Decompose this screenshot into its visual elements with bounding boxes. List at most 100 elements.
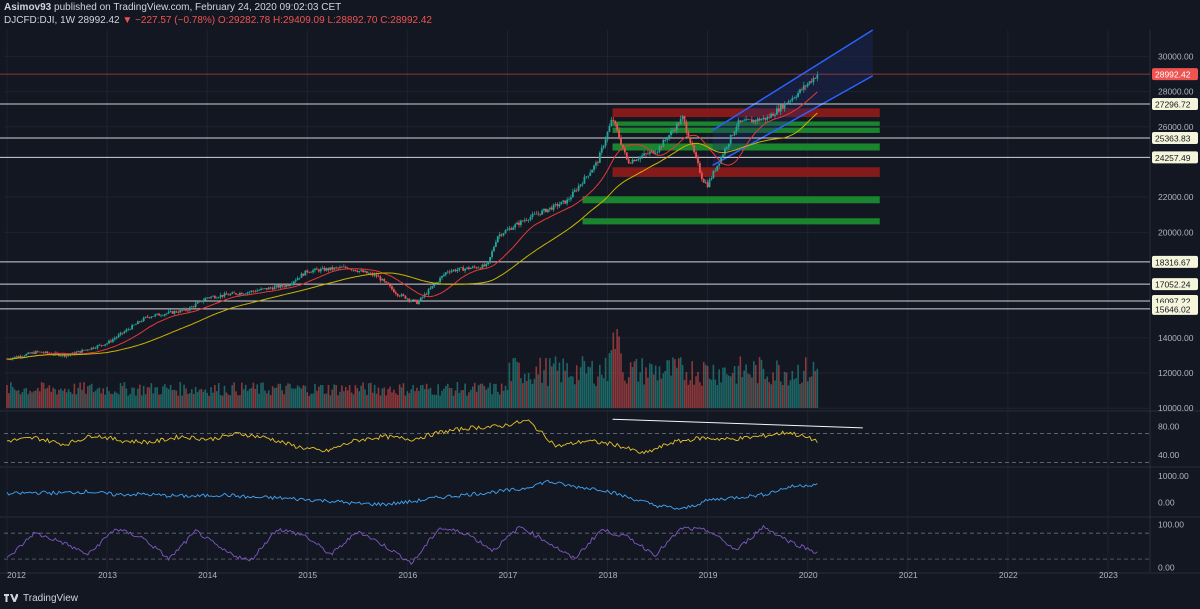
price-tick-label: 20000.00	[1158, 227, 1194, 237]
candle-body	[150, 316, 153, 318]
candle-body	[117, 334, 120, 338]
volume-bar	[115, 392, 118, 408]
tradingview-footer[interactable]: TradingView	[4, 590, 78, 606]
volume-bar	[522, 383, 524, 408]
volume-bar	[656, 380, 659, 408]
candle-body	[570, 197, 572, 200]
author-name[interactable]: Asimov93	[4, 2, 52, 13]
volume-bar	[410, 389, 413, 408]
volume-bar	[525, 381, 528, 408]
candle-body	[560, 201, 563, 205]
volume-bar	[344, 387, 347, 408]
volume-bar	[714, 379, 717, 408]
candle-body	[498, 234, 501, 237]
candle-body	[625, 152, 628, 160]
candle-body	[329, 267, 332, 271]
candle-body	[716, 165, 719, 171]
volume-bar	[146, 387, 149, 408]
candle-body	[404, 295, 407, 299]
volume-bar	[71, 393, 74, 408]
volume-bar	[683, 380, 686, 408]
rsi-line	[6, 419, 818, 455]
volume-bar	[801, 382, 803, 408]
candle-body	[75, 352, 78, 355]
candle-body	[385, 281, 388, 283]
candle-body	[689, 138, 692, 144]
volume-bar	[377, 387, 380, 408]
candle-body	[725, 147, 728, 149]
volume-bar	[562, 358, 565, 408]
candle-body	[410, 300, 413, 302]
candle-body	[204, 298, 207, 301]
candle-body	[756, 118, 759, 122]
volume-bar	[787, 385, 790, 408]
volume-bar	[239, 395, 241, 408]
price-label: 27296.72	[1155, 99, 1191, 109]
volume-bar	[718, 369, 720, 408]
volume-bar	[393, 389, 395, 408]
candle-body	[612, 119, 615, 121]
candle-body	[637, 159, 640, 160]
volume-bar	[15, 390, 18, 408]
candle-body	[110, 340, 112, 342]
volume-bar	[791, 371, 794, 408]
candle-body	[254, 291, 257, 292]
volume-bar	[468, 392, 470, 408]
candle-body	[795, 96, 798, 98]
candle-body	[543, 208, 545, 211]
volume-bar	[242, 389, 245, 408]
volume-bar	[523, 373, 526, 408]
volume-bar	[44, 388, 47, 408]
volume-bar	[296, 385, 299, 408]
candle-body	[456, 269, 459, 272]
volume-bar	[142, 385, 145, 408]
volume-bar	[689, 380, 692, 408]
volume-bar	[575, 365, 578, 408]
candle-body	[414, 299, 416, 301]
candle-body	[527, 219, 530, 221]
symbol-label[interactable]: DJCFD:DJI, 1W	[4, 15, 76, 26]
volume-bar	[652, 374, 655, 408]
volume-bar	[369, 382, 372, 408]
volume-bar	[348, 385, 351, 408]
volume-bar	[693, 384, 695, 408]
candle-body	[648, 151, 651, 154]
candle-body	[622, 144, 624, 149]
candle-body	[452, 269, 455, 271]
candle-body	[356, 271, 359, 272]
volume-bar	[23, 388, 26, 408]
volume-bar	[117, 394, 120, 408]
candle-body	[602, 145, 605, 148]
volume-bar	[427, 389, 430, 408]
candle-body	[192, 306, 195, 308]
candle-body	[310, 272, 313, 273]
volume-bar	[262, 382, 264, 408]
volume-bar	[48, 385, 51, 408]
volume-bar	[570, 375, 572, 408]
time-tick-label: 2023	[1099, 570, 1118, 580]
volume-bar	[162, 386, 164, 408]
candle-body	[446, 271, 449, 273]
volume-bar	[627, 377, 630, 408]
candle-body	[419, 297, 422, 301]
candle-body	[25, 353, 28, 356]
candle-body	[146, 316, 149, 318]
candle-body	[714, 170, 717, 172]
candle-body	[367, 273, 370, 274]
candle-body	[312, 270, 314, 273]
volume-bar	[706, 366, 709, 408]
candle-body	[375, 274, 378, 277]
candle-body	[212, 296, 214, 297]
candle-body	[558, 204, 561, 207]
indicator-tick-label: 100.00	[1158, 519, 1184, 529]
candle-body	[36, 351, 39, 352]
candle-body	[190, 306, 193, 308]
zone-green	[612, 127, 880, 133]
candle-body	[754, 119, 757, 122]
candle-body	[240, 292, 243, 295]
volume-bar	[643, 384, 645, 408]
volume-bar	[343, 391, 345, 408]
candle-body	[764, 117, 767, 120]
price-tick-label: 22000.00	[1158, 192, 1194, 202]
